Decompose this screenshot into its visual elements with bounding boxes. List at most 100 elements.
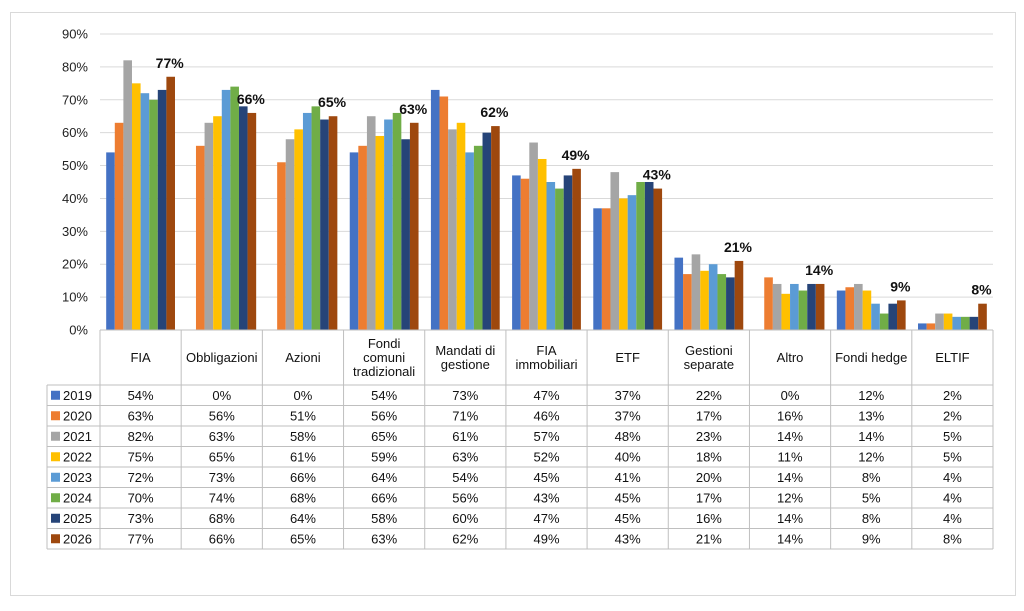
bar-2020: [683, 274, 692, 330]
table-cell: 61%: [290, 449, 316, 464]
table-cell: 46%: [533, 408, 559, 423]
table-cell: 63%: [209, 429, 235, 444]
table-cell: 70%: [128, 490, 154, 505]
legend-key-2019: [51, 390, 60, 400]
table-cell: 64%: [371, 470, 397, 485]
table-cell: 13%: [858, 408, 884, 423]
bar-2021: [772, 283, 782, 330]
category-label: gestione: [441, 357, 490, 372]
table-cell: 14%: [777, 429, 803, 444]
legend-key-2024: [51, 493, 60, 503]
bar-2022: [456, 122, 466, 330]
legend-key-2026: [51, 534, 60, 544]
bar-2024: [149, 99, 158, 331]
bar-2025: [563, 175, 573, 330]
bar-2024: [392, 112, 402, 330]
bar-2025: [726, 277, 735, 330]
y-tick-label: 80%: [62, 59, 88, 74]
table-cell: 62%: [452, 531, 478, 546]
bar-2022: [213, 116, 222, 330]
bar-2020: [601, 208, 611, 330]
bar-2026: [897, 300, 906, 330]
y-tick-label: 70%: [62, 92, 88, 107]
table-cell: 65%: [371, 429, 397, 444]
bar-2022: [862, 290, 872, 330]
table-cell: 54%: [452, 470, 478, 485]
table-cell: 9%: [862, 531, 881, 546]
bar-2023: [140, 93, 150, 330]
legend-key-2022: [51, 452, 60, 462]
data-label: 49%: [562, 147, 591, 163]
bar-2022: [619, 198, 628, 330]
table-cell: 20%: [696, 470, 722, 485]
table-cell: 71%: [452, 408, 478, 423]
bar-2019: [512, 175, 521, 330]
bar-2026: [734, 260, 744, 330]
bar-2023: [790, 283, 799, 330]
table-cell: 14%: [777, 470, 803, 485]
table-cell: 49%: [533, 531, 559, 546]
bar-2026: [166, 76, 175, 330]
y-tick-label: 30%: [62, 224, 88, 239]
table-cell: 43%: [615, 531, 641, 546]
category-label: tradizionali: [353, 364, 415, 379]
series-name: 2026: [63, 531, 92, 546]
bar-2025: [644, 182, 654, 330]
data-label: 21%: [724, 239, 753, 255]
table-cell: 73%: [128, 511, 154, 526]
category-label: Fondi hedge: [835, 350, 907, 365]
series-name: 2024: [63, 490, 92, 505]
data-label: 65%: [318, 94, 347, 110]
bar-2022: [375, 135, 385, 330]
table-cell: 43%: [533, 490, 559, 505]
bar-2021: [691, 254, 701, 330]
bar-2024: [473, 145, 483, 330]
bar-2024: [717, 274, 727, 330]
table-cell: 74%: [209, 490, 235, 505]
table-cell: 63%: [452, 449, 478, 464]
category-label: FIA: [536, 343, 557, 358]
bar-2026: [815, 283, 825, 330]
bar-2021: [854, 283, 863, 330]
category-label: Obbligazioni: [186, 350, 258, 365]
bar-2020: [439, 96, 449, 330]
table-cell: 21%: [696, 531, 722, 546]
y-tick-label: 60%: [62, 125, 88, 140]
table-cell: 66%: [290, 470, 316, 485]
bar-2020: [845, 287, 855, 330]
table-cell: 12%: [777, 490, 803, 505]
data-label: 63%: [399, 101, 428, 117]
table-cell: 0%: [781, 388, 800, 403]
bar-2020: [114, 122, 124, 330]
table-cell: 56%: [209, 408, 235, 423]
table-cell: 0%: [212, 388, 231, 403]
bar-2019: [106, 152, 115, 330]
table-cell: 8%: [862, 470, 881, 485]
bar-2023: [465, 152, 474, 330]
bar-2025: [238, 106, 248, 330]
category-label: ETF: [615, 350, 640, 365]
bar-2020: [358, 145, 367, 330]
bar-2024: [555, 188, 564, 330]
table-cell: 45%: [615, 490, 641, 505]
table-cell: 37%: [615, 408, 641, 423]
table-cell: 47%: [533, 511, 559, 526]
bar-2026: [491, 126, 500, 330]
table-cell: 63%: [371, 531, 397, 546]
bar-2021: [204, 122, 214, 330]
table-cell: 63%: [128, 408, 154, 423]
table-cell: 4%: [943, 490, 962, 505]
y-tick-label: 50%: [62, 158, 88, 173]
y-tick-label: 20%: [62, 257, 88, 272]
table-cell: 22%: [696, 388, 722, 403]
bar-2025: [482, 132, 492, 330]
bar-2025: [157, 89, 167, 331]
bar-2026: [572, 168, 581, 330]
table-cell: 82%: [128, 429, 154, 444]
data-label: 9%: [890, 278, 911, 294]
table-cell: 11%: [778, 449, 803, 464]
table-cell: 58%: [290, 429, 316, 444]
bar-2023: [302, 112, 312, 330]
table-cell: 65%: [290, 531, 316, 546]
data-label: 77%: [156, 55, 185, 71]
